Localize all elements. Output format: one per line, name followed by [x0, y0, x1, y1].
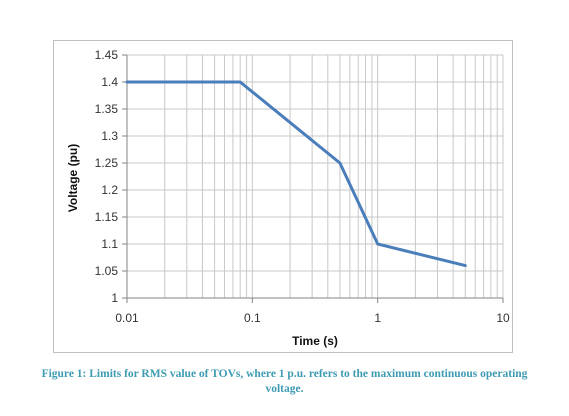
- series-line: [125, 80, 467, 268]
- y-tick-label: 1.2: [101, 183, 118, 197]
- x-tick-label: 1: [374, 311, 381, 325]
- x-tick-label: 10: [496, 311, 510, 325]
- y-tick-label: 1: [111, 291, 118, 305]
- y-tick-label: 1.05: [95, 264, 119, 278]
- x-tick-label: 0.1: [244, 311, 261, 325]
- y-tick-label: 1.25: [95, 156, 119, 170]
- y-tick-label: 1.45: [95, 48, 119, 62]
- x-axis-title: Time (s): [292, 334, 338, 348]
- tick-labels: 1 1.05 1.1 1.15 1.2 1.25 1.3 1.35 1.4 1.45 0.01 0.1…: [95, 48, 510, 325]
- caption-line-2: voltage.: [265, 383, 304, 395]
- y-tick-label: 1.35: [95, 102, 119, 116]
- y-tick-label: 1.4: [101, 75, 118, 89]
- caption-line-1: Figure 1: Limits for RMS value of TOVs, …: [41, 368, 528, 380]
- figure-caption: Figure 1: Limits for RMS value of TOVs, …: [0, 367, 569, 397]
- chart-area: [53, 40, 513, 353]
- axes: [122, 54, 504, 303]
- x-tick-label: 0.01: [115, 311, 139, 325]
- y-tick-label: 1.15: [95, 210, 119, 224]
- y-axis-title: Voltage (pu): [66, 144, 80, 212]
- y-tick-label: 1.1: [101, 237, 118, 251]
- series-layer: [125, 80, 467, 268]
- y-tick-label: 1.3: [101, 129, 118, 143]
